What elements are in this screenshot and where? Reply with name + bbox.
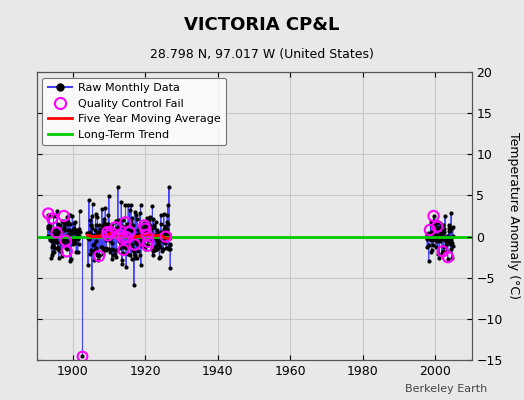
Y-axis label: Temperature Anomaly (°C): Temperature Anomaly (°C) [507,132,519,300]
Point [104,232,112,239]
Point [119,235,127,241]
Point [143,232,151,238]
Point [121,219,129,226]
Point [140,222,148,229]
Point [119,247,128,253]
Point [111,224,119,231]
Legend: Raw Monthly Data, Quality Control Fail, Five Year Moving Average, Long-Term Tren: Raw Monthly Data, Quality Control Fail, … [42,78,226,145]
Point [125,229,134,235]
Point [144,242,152,249]
Text: VICTORIA CP&L: VICTORIA CP&L [184,16,340,34]
Point [52,229,61,236]
Point [95,253,103,259]
Point [103,229,112,235]
Point [433,224,441,230]
Point [444,254,452,260]
Point [425,227,434,233]
Point [122,234,130,240]
Point [48,215,57,222]
Point [141,226,149,232]
Point [107,229,115,236]
Point [144,239,152,245]
Point [429,213,438,219]
Point [115,232,124,238]
Text: Berkeley Earth: Berkeley Earth [405,384,487,394]
Point [439,248,447,254]
Point [60,213,68,219]
Point [130,242,139,248]
Point [161,234,170,240]
Point [61,238,70,244]
Point [62,248,71,254]
Text: 28.798 N, 97.017 W (United States): 28.798 N, 97.017 W (United States) [150,48,374,61]
Point [44,210,52,217]
